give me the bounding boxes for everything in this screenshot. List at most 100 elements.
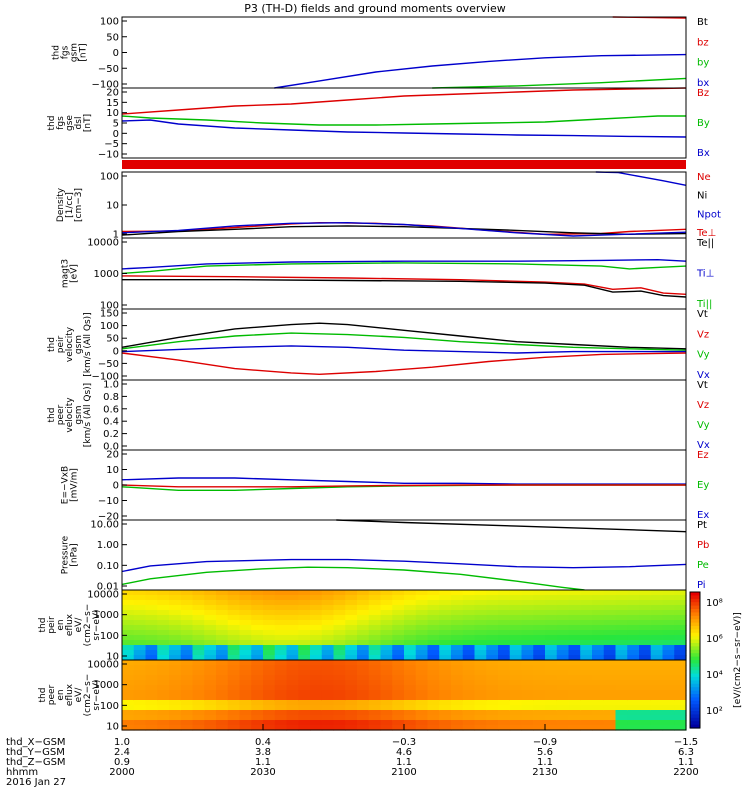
peer_eflux-cell	[145, 670, 158, 676]
fgs_gse_dsl-ylabel: fgs	[56, 116, 66, 130]
peer_eflux-cell	[133, 690, 147, 696]
colorbar-cell	[690, 707, 700, 712]
peer_eflux-cell	[627, 660, 640, 666]
peir_eflux-cell	[157, 630, 170, 636]
peir_eflux-cell	[298, 640, 311, 646]
peer_eflux-cell	[533, 685, 546, 691]
peer_eflux-cell	[451, 725, 464, 731]
peer_eflux-cell	[263, 695, 276, 701]
peer_eflux-cell	[145, 700, 158, 706]
peer_eflux-cell	[674, 690, 687, 696]
peer_eflux-cell	[298, 725, 311, 731]
peir_eflux-cell	[180, 605, 194, 611]
peer_eflux-cell	[333, 725, 346, 731]
peer_eflux-cell	[345, 685, 358, 691]
peir_eflux-cell	[439, 635, 452, 641]
peer_eflux-cell	[615, 665, 628, 671]
peir_eflux-cell	[216, 590, 229, 596]
peir_eflux-cell	[357, 595, 370, 601]
peer_eflux-cell	[368, 670, 382, 676]
peer_eflux-cell	[145, 685, 158, 691]
peir_eflux-cell	[615, 655, 628, 661]
peir_eflux-cell	[545, 610, 558, 616]
peer_eflux-cell	[439, 695, 452, 701]
peer_eflux-cell	[169, 660, 182, 666]
peir_eflux-cell	[263, 630, 276, 636]
colorbar-label: [eV/(cm2−s−sr−eV)]	[733, 612, 743, 708]
peer_eflux-cell	[263, 705, 276, 711]
pressure-series-Pe	[121, 566, 585, 591]
peir_eflux-cell	[321, 645, 335, 651]
peer_velocity-ylabel: gsm	[74, 405, 84, 424]
peir_eflux-cell	[251, 645, 264, 651]
peer_eflux-cell	[556, 725, 570, 731]
peir_eflux-cell	[662, 645, 675, 651]
peer_eflux-cell	[133, 685, 147, 691]
peir_eflux-cell	[627, 610, 640, 616]
peir_eflux-cell	[486, 600, 499, 606]
peir_eflux-cell	[439, 610, 452, 616]
peir_eflux-cell	[216, 615, 229, 621]
peer_eflux-cell	[439, 700, 452, 706]
peer_eflux-cell	[639, 665, 652, 671]
peir_eflux-cell	[122, 610, 135, 616]
peer_eflux-cell	[427, 665, 440, 671]
colorbar-cell	[690, 646, 700, 651]
peir_eflux-cell	[368, 620, 382, 626]
peir_eflux-cell	[415, 655, 429, 661]
peir_velocity-tick-label: 50	[106, 334, 119, 345]
chart-title: P3 (TH-D) fields and ground moments over…	[244, 2, 506, 15]
peer_eflux-cell	[321, 705, 335, 711]
peer_eflux-cell	[580, 705, 593, 711]
peir_eflux-cell	[650, 655, 664, 661]
peir_eflux-cell	[568, 655, 581, 661]
peir_eflux-cell	[274, 655, 288, 661]
peer_eflux-cell	[662, 720, 675, 726]
peir_eflux-cell	[157, 625, 170, 631]
peir_eflux-cell	[627, 620, 640, 626]
peir_eflux-cell	[122, 605, 135, 611]
peir_eflux-cell	[603, 645, 617, 651]
colorbar-cell	[690, 690, 700, 695]
peir_eflux-cell	[263, 600, 276, 606]
peer_eflux-cell	[439, 660, 452, 666]
peer_eflux-cell	[592, 690, 605, 696]
peir_eflux-ylabel: thd	[38, 618, 48, 633]
peer_eflux-cell	[286, 700, 299, 706]
peir_eflux-cell	[603, 600, 617, 606]
peer_eflux-cell	[545, 720, 558, 726]
peer_eflux-cell	[509, 720, 523, 726]
peer_eflux-cell	[650, 710, 664, 716]
peir_eflux-cell	[662, 600, 675, 606]
peer_eflux-cell	[310, 685, 323, 691]
peir_eflux-cell	[603, 615, 617, 621]
peir_eflux-cell	[145, 640, 158, 646]
peir_eflux-cell	[227, 625, 241, 631]
peir_eflux-cell	[674, 640, 687, 646]
peir_eflux-cell	[310, 650, 323, 656]
peir_eflux-cell	[462, 640, 476, 646]
peir_eflux-tick-label: 100	[100, 631, 119, 642]
peir_eflux-cell	[333, 640, 346, 646]
peir_eflux-cell	[415, 610, 429, 616]
peir_eflux-cell	[286, 640, 299, 646]
peir_eflux-cell	[521, 645, 534, 651]
peir_eflux-cell	[380, 610, 393, 616]
peir_eflux-cell	[310, 610, 323, 616]
density-ylabel: Density	[56, 187, 66, 222]
peer_eflux-cell	[251, 710, 264, 716]
pressure-frame	[121, 519, 687, 591]
peer_eflux-cell	[368, 665, 382, 671]
peer_eflux-cell	[133, 710, 147, 716]
peer_eflux-cell	[321, 720, 335, 726]
peer_eflux-cell	[533, 675, 546, 681]
peir_eflux-cell	[180, 640, 194, 646]
peir_eflux-cell	[122, 600, 135, 606]
peir_eflux-cell	[415, 625, 429, 631]
peer_eflux-cell	[592, 725, 605, 731]
peer_eflux-cell	[427, 705, 440, 711]
pressure-legend-2: Pe	[697, 560, 709, 571]
peer_eflux-cell	[580, 675, 593, 681]
peer_eflux-cell	[439, 715, 452, 721]
peer_eflux-cell	[545, 690, 558, 696]
